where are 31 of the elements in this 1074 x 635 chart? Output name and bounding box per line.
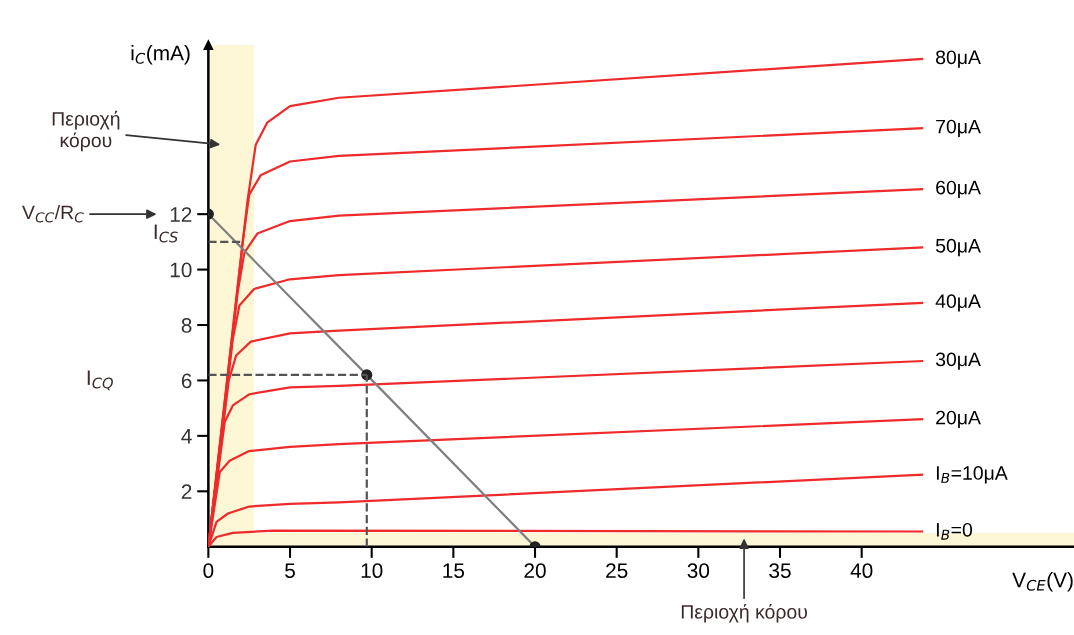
x-tick-label: 20 — [524, 563, 546, 579]
y-tick-label: 4 — [181, 429, 192, 444]
y-tick-label: 2 — [181, 484, 192, 499]
x-tick-label: 10 — [361, 563, 383, 579]
series-label: 40μA — [935, 294, 981, 312]
text: Περιοχή κόρου — [681, 603, 807, 623]
series-label: 80μA — [936, 50, 981, 68]
series-label: 70μA — [936, 119, 981, 137]
x-axis-title: V$_{CE}$(V) — [1012, 572, 1073, 592]
text: V$_{CC}$/R$_{C}$ — [22, 204, 84, 223]
y-tick-label: 12 — [170, 207, 192, 222]
x-tick-label: 5 — [285, 563, 295, 579]
y-axis-title: i$_{C}$(mA) — [131, 45, 190, 65]
text: I$_{CQ}$ — [87, 370, 113, 391]
series-label: 30μA — [935, 352, 981, 370]
x-tick-label: 35 — [769, 563, 791, 579]
y-tick-label: 8 — [181, 318, 192, 333]
x-tick-label: 25 — [606, 563, 628, 579]
x-tick-label: 0 — [203, 563, 214, 579]
series-label: I$_{B}$=0 — [936, 522, 973, 540]
series-label: 60μA — [936, 180, 981, 198]
y-tick-label: 6 — [181, 373, 192, 389]
series-label: I$_{B}$=10μA — [936, 466, 1008, 484]
y-tick-label: 10 — [170, 262, 192, 278]
text: Περιοχή κόρου — [52, 110, 120, 152]
x-tick-label: 15 — [443, 563, 465, 579]
x-tick-label: 40 — [850, 563, 873, 579]
series-label: 50μA — [935, 238, 981, 257]
text: I$_{CS}$ — [154, 224, 178, 243]
series-label: 20μA — [936, 410, 981, 428]
x-tick-label: 30 — [687, 563, 710, 579]
